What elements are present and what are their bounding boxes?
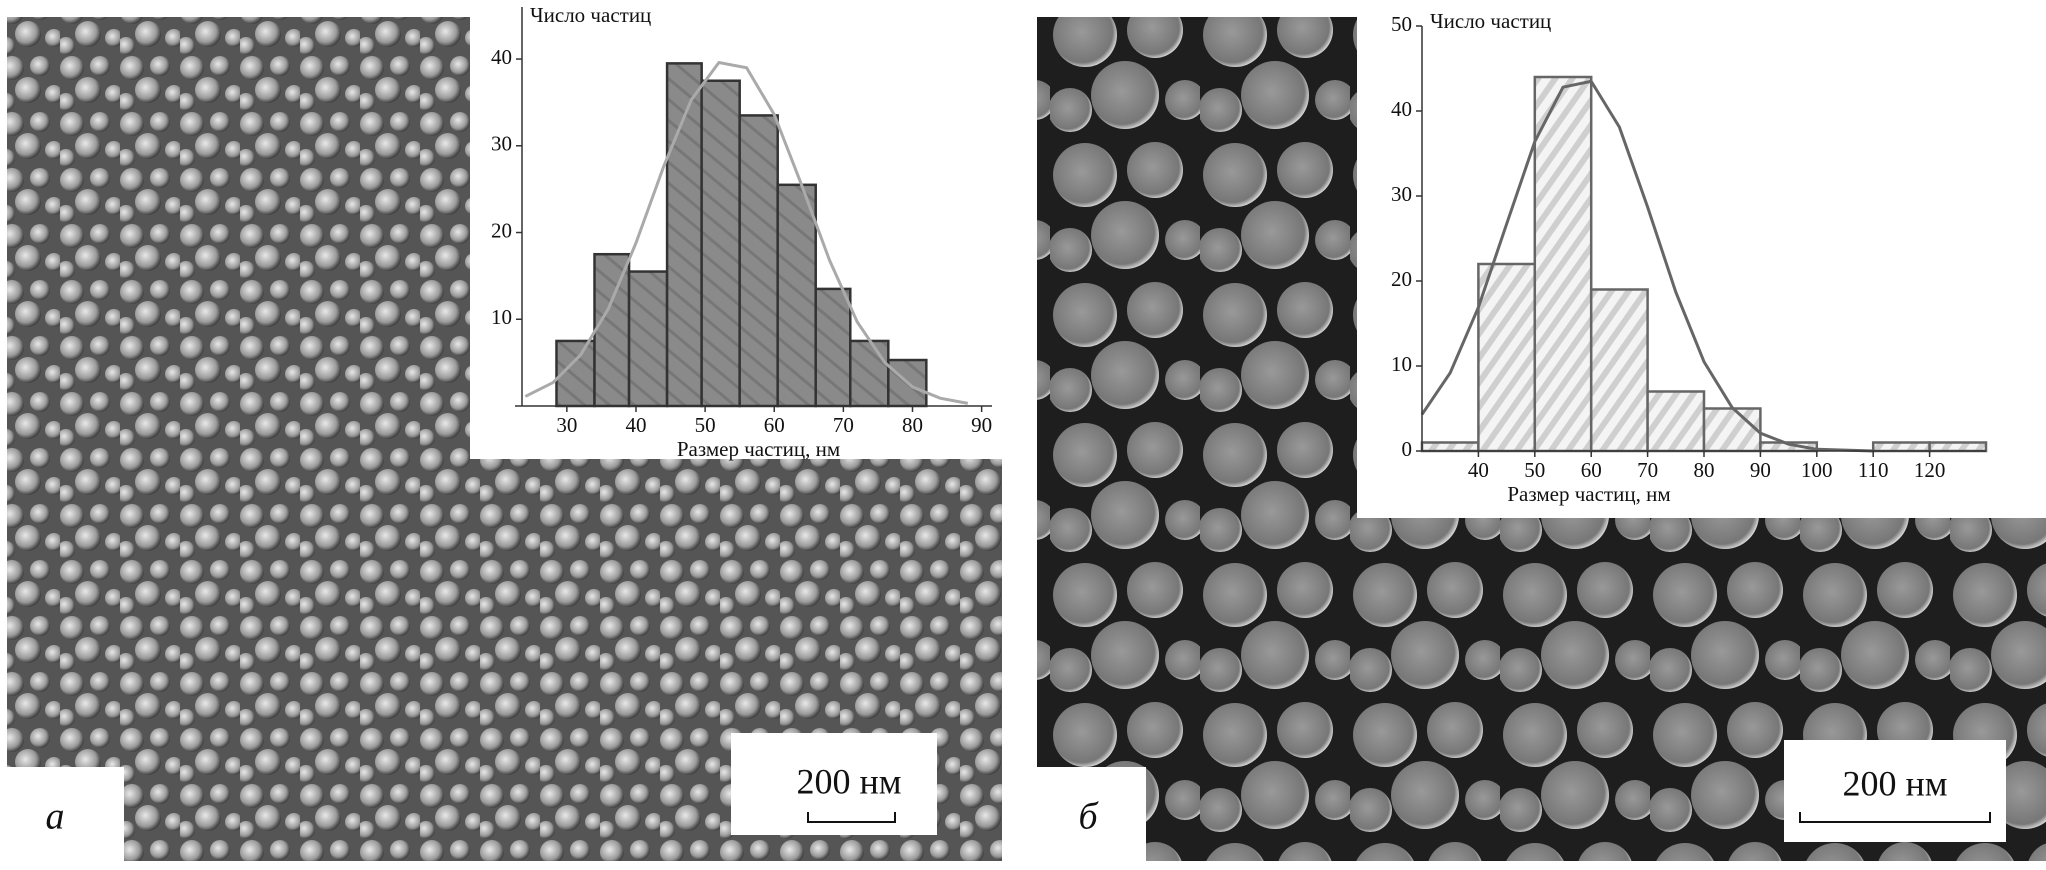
y-tick-label: 0: [1402, 437, 1413, 461]
bar: [665, 62, 703, 408]
y-tick-label: 40: [1391, 97, 1412, 121]
scale-box: [1784, 740, 2006, 842]
bar: [1589, 288, 1649, 453]
y-tick-label: 30: [491, 132, 512, 156]
x-tick-label: 70: [833, 413, 854, 437]
scale-box: [731, 733, 937, 835]
x-tick-label: 60: [1581, 458, 1602, 482]
x-tick-label: 70: [1637, 458, 1658, 482]
x-tick-label: 90: [1750, 458, 1771, 482]
panel-label: б: [1078, 796, 1099, 838]
bar: [1477, 262, 1537, 453]
y-tick-label: 10: [491, 305, 512, 329]
x-tick-label: 50: [1524, 458, 1545, 482]
y-tick-label: 20: [491, 218, 512, 242]
fit-curve: [1420, 79, 1874, 453]
x-tick-label: 90: [971, 413, 992, 437]
y-tick-label: 40: [491, 45, 512, 69]
bar: [776, 183, 817, 408]
x-tick-label: 80: [902, 413, 923, 437]
bar: [700, 79, 741, 408]
bar: [1928, 441, 1988, 453]
x-tick-label: 60: [764, 413, 785, 437]
bar: [1533, 75, 1593, 453]
x-axis-label: Размер частиц, нм: [677, 437, 840, 461]
scale-label: 200 нм: [796, 761, 901, 801]
bar: [1871, 441, 1931, 453]
panel-label: а: [46, 796, 65, 838]
y-tick-label: 50: [1391, 12, 1412, 36]
bar: [849, 339, 890, 408]
bar: [738, 114, 779, 408]
y-tick-label: 10: [1391, 352, 1412, 376]
scale-label: 200 нм: [1842, 763, 1947, 803]
x-tick-label: 110: [1858, 458, 1889, 482]
x-axis-label: Размер частиц, нм: [1507, 482, 1670, 506]
scale-bar: [1799, 812, 1991, 823]
bar: [1420, 441, 1480, 453]
scale-bar: [807, 812, 896, 823]
x-tick-label: 50: [695, 413, 716, 437]
x-tick-label: 30: [556, 413, 577, 437]
x-tick-label: 80: [1694, 458, 1715, 482]
bar: [1646, 390, 1706, 453]
x-tick-label: 120: [1914, 458, 1946, 482]
y-tick-label: 30: [1391, 182, 1412, 206]
bar: [814, 287, 852, 408]
y-axis-label: Число частиц: [530, 3, 651, 27]
bar: [593, 252, 631, 408]
y-tick-label: 20: [1391, 267, 1412, 291]
y-axis-label: Число частиц: [1430, 9, 1551, 33]
bar: [627, 270, 669, 408]
x-tick-label: 40: [1468, 458, 1489, 482]
label-box: [1037, 767, 1146, 861]
fit-curve: [524, 60, 969, 405]
label-box: [7, 767, 124, 861]
x-tick-label: 100: [1801, 458, 1833, 482]
bar: [1702, 407, 1762, 453]
x-tick-label: 40: [625, 413, 646, 437]
